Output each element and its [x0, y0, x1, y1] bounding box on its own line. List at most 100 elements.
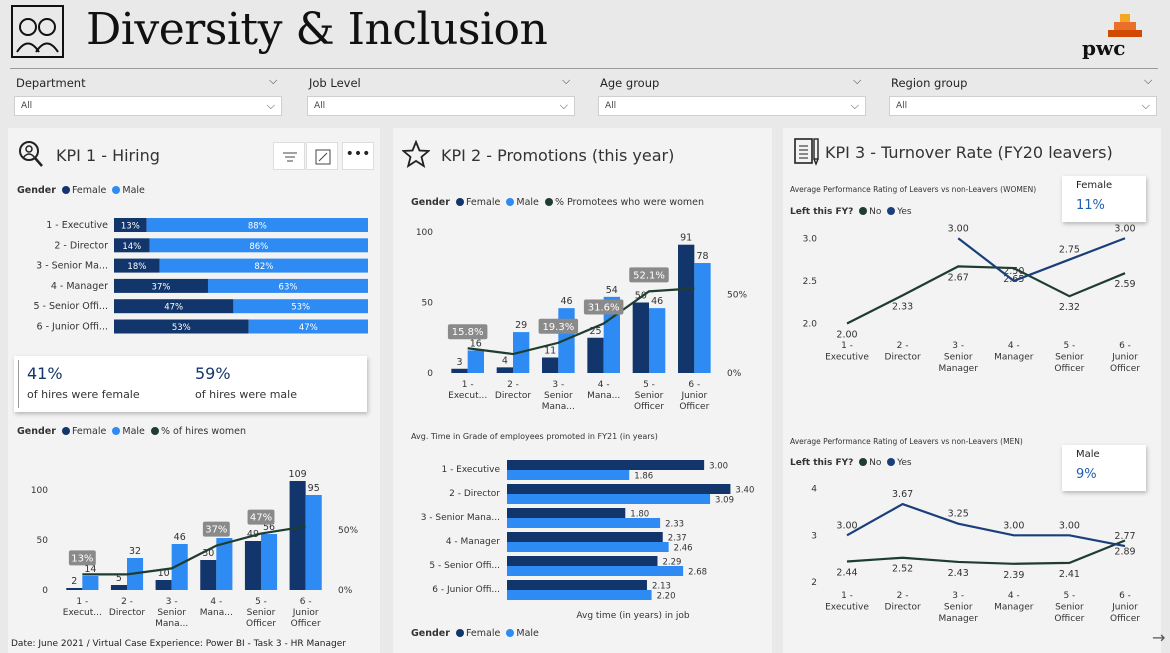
point-label: 2.67 [948, 272, 969, 283]
female-bar [678, 244, 695, 373]
female-turnover-card: Female 11% [1062, 176, 1146, 222]
pct-label: 15.8% [452, 327, 484, 338]
kpi3-card: KPI 3 - Turnover Rate (FY20 leavers) Ave… [783, 128, 1161, 653]
x-tick: Executive [825, 353, 869, 363]
female-bar [507, 460, 705, 470]
y2-tick: 50% [338, 526, 358, 536]
x-tick: 1 - [841, 341, 853, 351]
filter-dropdown-2[interactable]: All ⌵ [598, 96, 866, 116]
x-tick: Mana... [200, 608, 233, 618]
chevron-down-icon[interactable]: ⌵ [1144, 74, 1153, 87]
y2-tick: 0% [727, 369, 742, 379]
filter-value: All [896, 101, 908, 111]
header-icon [11, 5, 64, 58]
female-bar [632, 302, 649, 373]
x-tick: 4 - [1008, 341, 1020, 351]
y-tick: 2.0 [803, 319, 818, 329]
pwc-logo: pwc [1080, 12, 1142, 62]
y-tick: 2.5 [803, 277, 817, 287]
male-bar [305, 495, 322, 590]
female-turnover-value: 11% [1076, 198, 1105, 213]
male-value: 14 [84, 564, 96, 575]
female-bar [114, 218, 147, 232]
filter-dropdown-3[interactable]: All ⌵ [889, 96, 1157, 116]
male-value: 32 [129, 546, 141, 557]
x-axis-title: Avg time (in years) in job [576, 611, 690, 621]
chevron-down-icon: ⌵ [850, 99, 859, 112]
female-bar [507, 580, 647, 590]
pct-label-bg [538, 318, 579, 334]
female-value: 49 [247, 529, 259, 540]
female-bar [587, 337, 604, 373]
y-tick: 4 [811, 485, 817, 495]
point-label: 3.00 [948, 224, 969, 234]
male-bar [82, 576, 99, 590]
x-tick: Senior [944, 603, 973, 613]
point-label: 2.59 [1114, 279, 1135, 290]
kpi2-combo-legend: Gender Female Male % Promotees who were … [411, 197, 705, 208]
x-tick: Director [885, 603, 921, 613]
y-tick: 100 [31, 486, 48, 496]
female-value: 4 [502, 355, 508, 366]
x-tick: Manager [994, 603, 1034, 613]
x-tick: 1 - [841, 591, 853, 601]
pct-label-bg [68, 550, 96, 566]
filter-dropdown-0[interactable]: All ⌵ [14, 96, 282, 116]
team-icon [16, 18, 59, 53]
x-tick: Manager [938, 614, 978, 624]
chevron-down-icon[interactable]: ⌵ [853, 74, 862, 87]
x-tick: Junior [1111, 353, 1138, 363]
female-value: 1.80 [630, 510, 649, 520]
female-bar [66, 588, 83, 590]
kpi1-stacked-legend: Gender Female Male [17, 185, 145, 196]
female-bar [200, 560, 217, 590]
male-label: 88% [248, 222, 267, 232]
x-tick: 6 - [688, 380, 700, 390]
filter-dropdown-1[interactable]: All ⌵ [307, 96, 575, 116]
male-label: 53% [291, 303, 310, 313]
female-label: 14% [122, 242, 141, 252]
kpi3-title: KPI 3 - Turnover Rate (FY20 leavers) [825, 143, 1113, 162]
x-tick: Senior [635, 391, 664, 401]
x-tick: Senior [157, 608, 186, 618]
chevron-down-icon[interactable]: ⌵ [269, 74, 278, 87]
x-tick: Senior [1055, 353, 1084, 363]
more-options-button[interactable]: ••• [342, 142, 374, 170]
turnover-women-chart: 2.0 2.5 3.0 1 - Executive 2 - Director 3 - Senio… [803, 224, 1141, 374]
x-tick: Mana... [542, 402, 575, 412]
male-bar [467, 350, 484, 373]
clipboard-pen-icon [794, 138, 819, 166]
filter-visual-button[interactable] [273, 142, 305, 170]
male-bar [649, 308, 666, 373]
x-tick: Director [885, 353, 921, 363]
male-bar [507, 518, 661, 528]
category-label: 2 - Director [54, 240, 108, 251]
point-label: 2.39 [1003, 570, 1024, 581]
pct-label: 13% [71, 553, 93, 564]
male-turnover-card: Male 9% [1062, 445, 1146, 491]
pct-label: 31.6% [588, 302, 620, 313]
x-tick: 3 - [166, 597, 178, 607]
female-bar [114, 319, 249, 334]
x-tick: 4 - [1008, 591, 1020, 601]
female-bar [114, 238, 150, 253]
chevron-down-icon: ⌵ [559, 99, 568, 112]
male-bar [507, 590, 652, 600]
female-bar [451, 368, 468, 373]
chevron-down-icon[interactable]: ⌵ [562, 74, 571, 87]
series-line-yes [957, 237, 1126, 283]
y2-tick: 50% [727, 291, 747, 301]
point-label: 3.00 [1059, 520, 1080, 531]
x-tick: Mana... [587, 391, 620, 401]
category-label: 1 - Executive [441, 465, 500, 475]
next-page-arrow-icon[interactable]: → [1152, 628, 1166, 647]
y-tick: 2 [811, 578, 817, 588]
x-tick: Senior [944, 353, 973, 363]
male-turnover-value: 9% [1076, 467, 1097, 482]
footer-note: Date: June 2021 / Virtual Case Experienc… [11, 639, 346, 649]
focus-mode-button[interactable] [306, 142, 338, 170]
point-label: 2.33 [892, 301, 913, 312]
header-divider [10, 68, 1158, 69]
female-value: 10 [158, 568, 170, 579]
filter-label-3: Region group [891, 76, 968, 90]
